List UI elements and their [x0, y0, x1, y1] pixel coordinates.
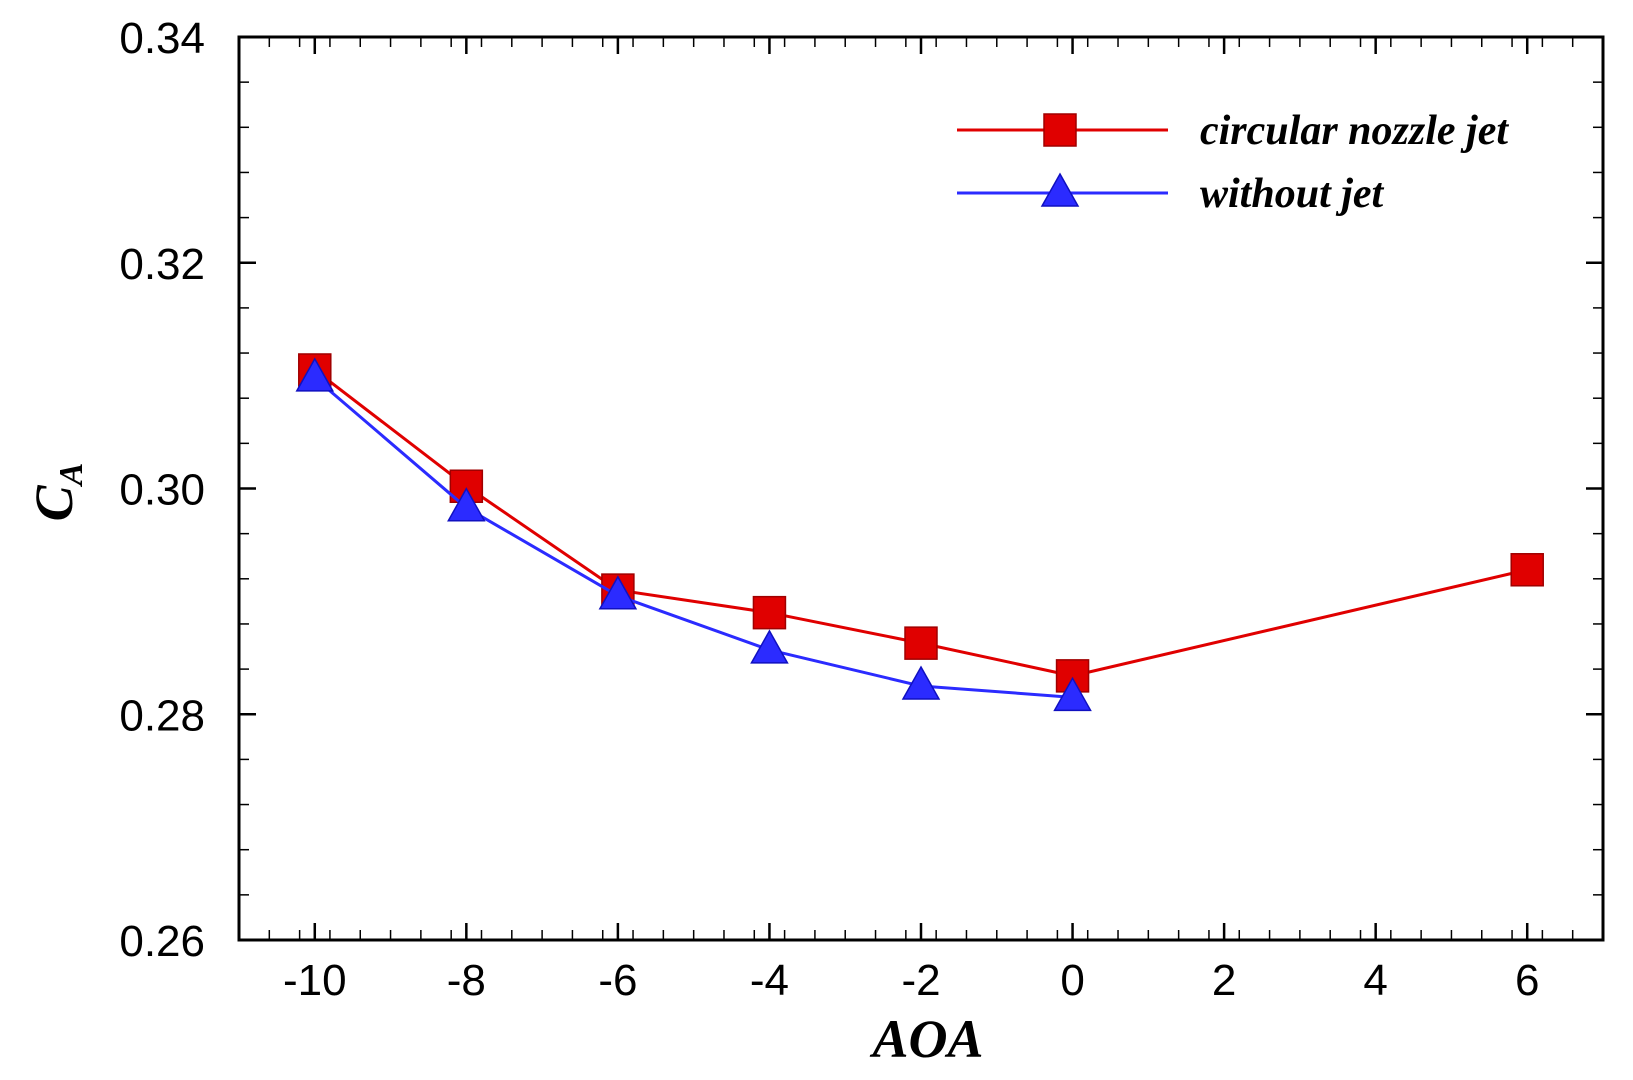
data-point-square	[752, 595, 787, 630]
legend-label-without-jet: without jet	[1200, 171, 1385, 217]
legend-triangle-marker	[1040, 172, 1080, 207]
series-line-without-jet	[313, 376, 1073, 699]
data-point-triangle	[447, 487, 486, 522]
legend: circular nozzle jet without jet	[957, 108, 1509, 217]
y-tick-label: 0.32	[119, 240, 205, 289]
x-tick-label: 2	[1212, 956, 1236, 1005]
y-axis-title: CA	[24, 463, 90, 522]
x-tick-label: -6	[598, 956, 637, 1005]
y-tick-label: 0.34	[119, 14, 205, 63]
y-axis-title-text: CA	[24, 463, 90, 522]
x-tick-label: -8	[447, 956, 486, 1005]
x-tick-label: 6	[1515, 956, 1539, 1005]
data-point-triangle	[598, 575, 638, 610]
legend-square-marker	[1043, 113, 1077, 147]
data-point-triangle	[750, 629, 789, 664]
data-point-square	[904, 626, 938, 660]
data-point-square	[1510, 553, 1544, 587]
data-point-triangle	[295, 357, 335, 392]
y-tick-label: 0.28	[119, 691, 205, 740]
x-tick-label: 0	[1060, 956, 1084, 1005]
x-tick-label: -10	[283, 956, 347, 1005]
minor-ticks	[238, 37, 1604, 940]
data-point-triangle	[901, 665, 941, 700]
y-tick-label: 0.26	[119, 917, 205, 966]
x-tick-label: 4	[1363, 956, 1387, 1005]
major-ticks: 0.26 0.28 0.30 0.32 0.34 -10 -8 -6 -4 -2 0 2 4 6	[119, 14, 1603, 1005]
x-axis-title: AOA	[869, 1009, 983, 1069]
series-layer	[295, 353, 1544, 712]
legend-label-circular-nozzle-jet: circular nozzle jet	[1200, 108, 1509, 154]
y-axis-title-subscript: A	[53, 463, 90, 488]
x-tick-label: -4	[750, 956, 789, 1005]
x-tick-label: -2	[901, 956, 940, 1005]
y-axis-title-main: C	[24, 484, 84, 521]
data-point-triangle	[1053, 676, 1092, 712]
y-tick-label: 0.30	[119, 466, 205, 515]
